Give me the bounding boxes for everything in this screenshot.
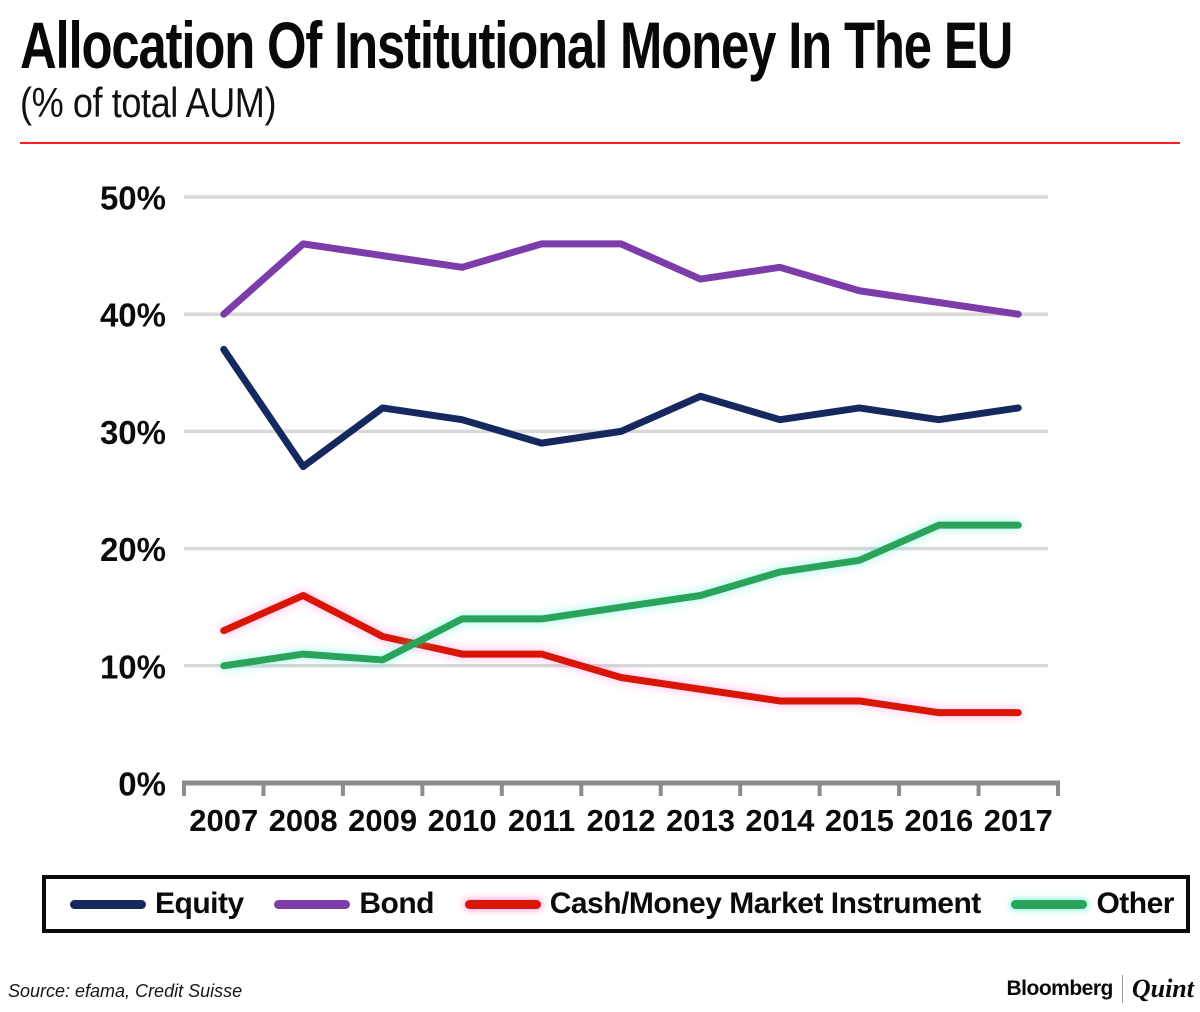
- y-axis-label: 50%: [100, 180, 166, 217]
- legend-swatch-cash-money-market-instrument: [464, 899, 541, 909]
- x-axis-label: 2017: [984, 803, 1053, 838]
- x-axis-label: 2015: [825, 803, 894, 838]
- series-line-cash-money-market-instrument: [220, 591, 1022, 717]
- header: Allocation Of Institutional Money In The…: [0, 0, 1200, 144]
- legend-swatch-bond: [274, 899, 351, 909]
- legend-swatch-equity: [70, 899, 146, 909]
- brand-logo: Bloomberg Quint: [1006, 974, 1194, 1004]
- x-axis-label: 2008: [269, 803, 338, 838]
- footer-source: Source: efama, Credit Suisse: [8, 981, 243, 1001]
- y-axis-label: 0%: [118, 766, 166, 803]
- legend-box: Equity Bond Cash/Money Market Instrument…: [42, 875, 1190, 933]
- y-axis-label: 30%: [100, 414, 166, 451]
- chart-area: 50% 40% 30% 20% 10% 0% 2007 2008 2009 2010 2011 201…: [0, 150, 1200, 865]
- x-axis-label: 2016: [904, 803, 973, 838]
- brand-bloomberg: Bloomberg: [1006, 977, 1114, 1000]
- x-axis-label: 2007: [189, 803, 258, 838]
- legend-item-equity: Equity: [70, 887, 244, 921]
- x-axis-label: 2010: [428, 803, 497, 838]
- y-axis-label: 10%: [100, 648, 166, 685]
- title-divider: [20, 142, 1180, 144]
- legend-item-bond: Bond: [274, 887, 434, 921]
- brand-quint: Quint: [1131, 974, 1194, 1003]
- page-subtitle: (% of total AUM): [20, 79, 277, 126]
- y-axis-label: 20%: [100, 531, 166, 568]
- legend-label-equity: Equity: [155, 887, 244, 920]
- x-axis-label: 2012: [587, 803, 656, 838]
- x-axis-label: 2014: [745, 803, 815, 838]
- series-line-equity: [220, 345, 1022, 471]
- legend-label-cash-money-market-instrument: Cash/Money Market Instrument: [549, 887, 982, 920]
- legend-label-other: Other: [1096, 887, 1174, 920]
- page-title: Allocation Of Institutional Money In The…: [20, 8, 1013, 82]
- legend-item-other: Other: [1011, 887, 1174, 921]
- brand-divider: [1121, 975, 1123, 1003]
- legend-swatch-other: [1011, 899, 1088, 909]
- legend-item-cash-money-market-instrument: Cash/Money Market Instrument: [464, 887, 982, 921]
- x-axis-label: 2013: [666, 803, 735, 838]
- series-line-bond: [220, 240, 1022, 318]
- y-axis-label: 40%: [100, 297, 166, 334]
- x-axis-label: 2009: [348, 803, 417, 838]
- legend-label-bond: Bond: [359, 887, 434, 920]
- line-chart: 50% 40% 30% 20% 10% 0% 2007 2008 2009 2010 2011 201…: [100, 180, 1060, 838]
- series-line-other: [220, 521, 1022, 670]
- x-axis-label: 2011: [508, 803, 575, 838]
